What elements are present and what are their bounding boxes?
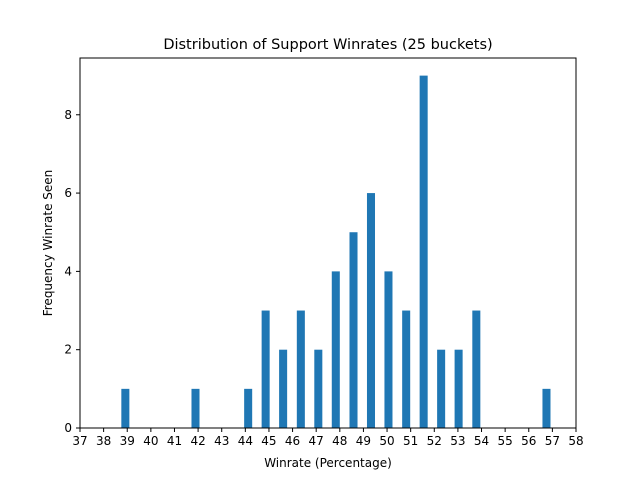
x-tick-label: 39 (120, 434, 135, 448)
bar-15 (472, 310, 481, 428)
x-tick-label: 54 (474, 434, 489, 448)
chart-title: Distribution of Support Winrates (25 buc… (163, 37, 492, 53)
x-tick-label: 56 (521, 434, 536, 448)
bar-11 (402, 310, 411, 428)
x-tick-label: 41 (167, 434, 182, 448)
bar-13 (437, 349, 446, 428)
y-axis-label: Frequency Winrate Seen (41, 170, 55, 317)
x-axis: 37 38 39 40 41 42 43 44 45 46 47 48 49 50 51 52 53 54 55 56… (72, 428, 584, 448)
bar-16 (542, 388, 551, 428)
x-tick-label: 52 (427, 434, 442, 448)
x-axis-label: Winrate (Percentage) (264, 456, 392, 470)
x-tick-label: 44 (238, 434, 253, 448)
bar-3 (261, 310, 270, 428)
bar-5 (296, 310, 305, 428)
bar-8 (349, 232, 358, 428)
x-tick-label: 40 (143, 434, 158, 448)
x-tick-label: 45 (261, 434, 276, 448)
bar-12 (419, 75, 428, 428)
bars-group (121, 75, 551, 428)
bar-9 (366, 193, 376, 428)
bar-4 (279, 349, 288, 428)
bar-14 (454, 349, 463, 428)
x-tick-label: 48 (332, 434, 347, 448)
y-axis: 0 2 4 6 8 (64, 108, 80, 435)
y-tick-label: 4 (64, 264, 72, 278)
y-tick-label: 8 (64, 108, 72, 122)
y-tick-label: 6 (64, 186, 72, 200)
x-tick-label: 38 (96, 434, 111, 448)
x-tick-label: 46 (285, 434, 300, 448)
bar-6 (314, 349, 323, 428)
x-tick-label: 42 (190, 434, 205, 448)
bar-2 (244, 388, 253, 428)
x-tick-label: 49 (356, 434, 371, 448)
x-tick-label: 37 (72, 434, 87, 448)
bar-7 (331, 271, 340, 428)
y-tick-label: 0 (64, 421, 72, 435)
x-tick-label: 58 (568, 434, 583, 448)
y-tick-label: 2 (64, 343, 72, 357)
x-tick-label: 57 (545, 434, 560, 448)
x-tick-label: 50 (379, 434, 394, 448)
x-tick-label: 43 (214, 434, 229, 448)
bar-10 (384, 271, 393, 428)
x-tick-label: 47 (309, 434, 324, 448)
x-tick-label: 55 (498, 434, 513, 448)
x-tick-label: 51 (403, 434, 418, 448)
bar-1 (191, 388, 200, 428)
bar-0 (121, 388, 130, 428)
x-tick-label: 53 (450, 434, 465, 448)
plot-frame (79, 57, 577, 429)
